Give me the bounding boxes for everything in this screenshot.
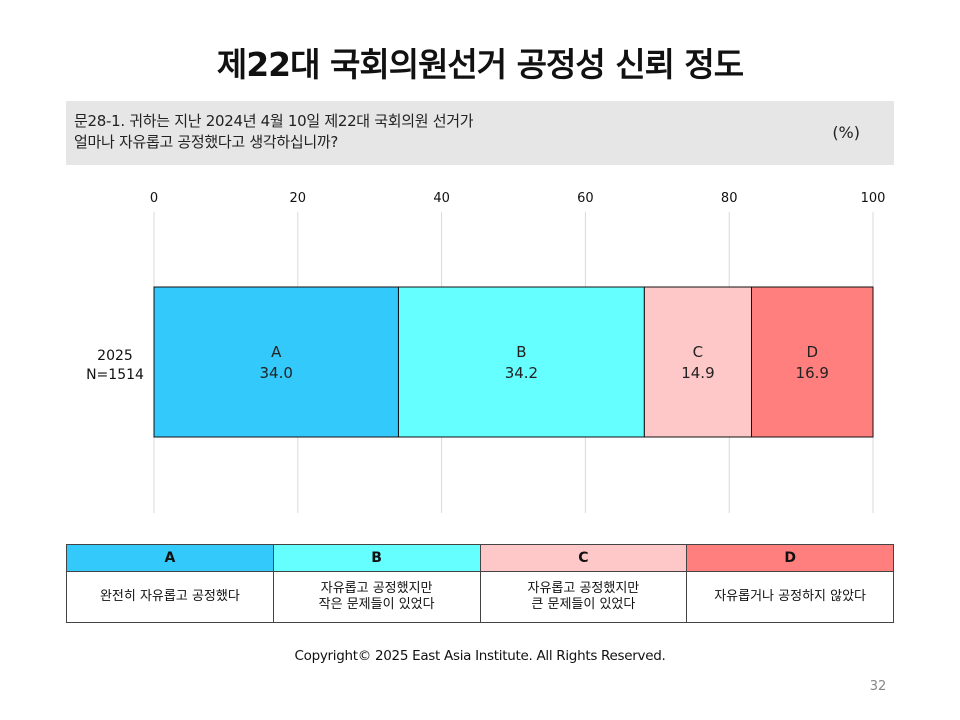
legend-header-row: A B C D xyxy=(66,544,894,572)
x-tick-label-20: 20 xyxy=(290,191,307,206)
bar-series-label-b: B xyxy=(516,343,526,361)
bar-series-label-d: D xyxy=(806,343,818,361)
bar-value-label-b: 34.2 xyxy=(505,364,538,382)
legend-desc-a: 완전히 자유롭고 공정했다 xyxy=(66,571,274,623)
legend-key-b: B xyxy=(272,544,481,572)
legend-key-d: D xyxy=(686,544,894,572)
legend-desc-a-line-1: 완전히 자유롭고 공정했다 xyxy=(99,589,240,604)
legend-desc-b: 자유롭고 공정했지만 작은 문제들이 있었다 xyxy=(272,571,481,623)
copyright-text: Copyright© 2025 East Asia Institute. All… xyxy=(294,648,666,664)
legend-key-c: C xyxy=(479,544,688,572)
legend-table: A B C D 완전히 자유롭고 공정했다 자유롭고 공정했지만 작은 문제들이… xyxy=(66,544,894,623)
legend-description-row: 완전히 자유롭고 공정했다 자유롭고 공정했지만 작은 문제들이 있었다 자유롭… xyxy=(66,571,894,623)
question-box: 문28-1. 귀하는 지난 2024년 4월 10일 제22대 국회의원 선거가… xyxy=(66,101,894,165)
category-label: 2025 xyxy=(97,348,133,364)
legend-desc-b-line-2: 작은 문제들이 있었다 xyxy=(318,597,435,612)
question-line-1: 문28-1. 귀하는 지난 2024년 4월 10일 제22대 국회의원 선거가 xyxy=(74,112,474,130)
legend-desc-d-line-1: 자유롭거나 공정하지 않았다 xyxy=(714,589,867,604)
bar-value-label-c: 14.9 xyxy=(681,364,714,382)
stacked-bar-chart: 0 20 40 60 80 100 2025 N=1514 A 34.0 B 34.2 C 14.9 D 16… xyxy=(86,191,886,513)
bar-segment-b xyxy=(397,286,645,438)
bar-segment-c xyxy=(643,286,752,438)
page-number: 32 xyxy=(869,679,887,694)
x-tick-label-60: 60 xyxy=(577,191,594,206)
category-sublabel: N=1514 xyxy=(86,367,144,383)
question-line-2: 얼마나 자유롭고 공정했다고 생각하십니까? xyxy=(74,133,339,151)
legend-desc-c: 자유롭고 공정했지만 큰 문제들이 있었다 xyxy=(479,571,688,623)
bar-series-label-c: C xyxy=(693,343,703,361)
bar-segment-d xyxy=(750,286,874,438)
unit-label: (%) xyxy=(832,123,860,142)
bar-value-label-a: 34.0 xyxy=(260,364,293,382)
legend-desc-c-line-1: 자유롭고 공정했지만 xyxy=(527,581,640,596)
question-text: 문28-1. 귀하는 지난 2024년 4월 10일 제22대 국회의원 선거가… xyxy=(74,111,794,153)
x-tick-label-0: 0 xyxy=(150,191,158,206)
legend-desc-d: 자유롭거나 공정하지 않았다 xyxy=(686,571,894,623)
bar-series-label-a: A xyxy=(271,343,282,361)
bar-segment-a xyxy=(153,286,399,438)
legend-desc-b-line-1: 자유롭고 공정했지만 xyxy=(320,581,433,596)
legend-key-a: A xyxy=(66,544,274,572)
bar-value-label-d: 16.9 xyxy=(796,364,829,382)
x-tick-label-80: 80 xyxy=(721,191,738,206)
x-tick-label-100: 100 xyxy=(861,191,886,206)
page-title: 제22대 국회의원선거 공정성 신뢰 정도 xyxy=(216,45,744,84)
legend-desc-c-line-2: 큰 문제들이 있었다 xyxy=(531,597,636,612)
x-tick-label-40: 40 xyxy=(433,191,450,206)
